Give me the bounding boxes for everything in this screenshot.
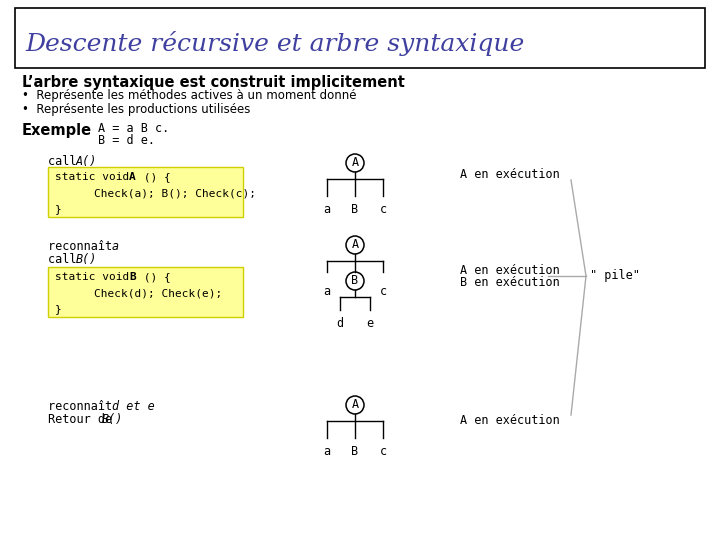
Text: }: } xyxy=(55,204,62,214)
Text: c: c xyxy=(379,285,387,298)
Text: B: B xyxy=(351,445,359,458)
Text: call: call xyxy=(48,253,84,266)
Text: a: a xyxy=(323,203,330,216)
FancyBboxPatch shape xyxy=(48,167,243,217)
Text: }: } xyxy=(55,304,62,314)
Text: L’arbre syntaxique est construit implicitement: L’arbre syntaxique est construit implici… xyxy=(22,75,405,90)
Text: " pile": " pile" xyxy=(590,269,640,282)
Text: B: B xyxy=(351,203,359,216)
Text: B = d e.: B = d e. xyxy=(98,134,155,147)
Text: a: a xyxy=(323,285,330,298)
Text: A en exécution: A en exécution xyxy=(460,168,559,181)
FancyBboxPatch shape xyxy=(48,267,243,317)
Text: static void: static void xyxy=(55,272,136,282)
Text: A en exécution: A en exécution xyxy=(460,414,559,427)
Text: c: c xyxy=(379,203,387,216)
Text: A: A xyxy=(351,239,359,252)
Text: Check(d); Check(e);: Check(d); Check(e); xyxy=(67,288,222,298)
Text: reconnaît: reconnaît xyxy=(48,400,120,413)
Text: static void: static void xyxy=(55,172,136,182)
Text: c: c xyxy=(379,445,387,458)
Text: Exemple: Exemple xyxy=(22,123,92,138)
Text: Check(a); B(); Check(c);: Check(a); B(); Check(c); xyxy=(67,188,256,198)
Text: d et e: d et e xyxy=(112,400,155,413)
Text: e: e xyxy=(366,317,374,330)
FancyBboxPatch shape xyxy=(15,8,705,68)
Text: a: a xyxy=(112,240,119,253)
Text: A: A xyxy=(129,172,136,182)
Text: B(): B() xyxy=(76,253,97,266)
Text: B en exécution: B en exécution xyxy=(460,276,559,289)
Text: •  Représente les productions utilisées: • Représente les productions utilisées xyxy=(22,103,251,116)
Text: A en exécution: A en exécution xyxy=(460,264,559,276)
Text: •  Représente les méthodes actives à un moment donné: • Représente les méthodes actives à un m… xyxy=(22,90,356,103)
Text: () {: () { xyxy=(137,272,171,282)
Text: B(): B() xyxy=(102,413,123,426)
Text: Retour de: Retour de xyxy=(48,413,120,426)
Text: Descente récursive et arbre syntaxique: Descente récursive et arbre syntaxique xyxy=(25,31,524,57)
Text: A: A xyxy=(351,157,359,170)
Text: d: d xyxy=(336,317,343,330)
Text: B: B xyxy=(129,272,136,282)
Text: call: call xyxy=(48,155,84,168)
Text: A: A xyxy=(351,399,359,411)
Text: B: B xyxy=(351,274,359,287)
Text: () {: () { xyxy=(137,172,171,182)
Text: a: a xyxy=(323,445,330,458)
Text: reconnaît: reconnaît xyxy=(48,240,120,253)
Text: A = a B c.: A = a B c. xyxy=(98,122,169,134)
Text: A(): A() xyxy=(76,155,97,168)
